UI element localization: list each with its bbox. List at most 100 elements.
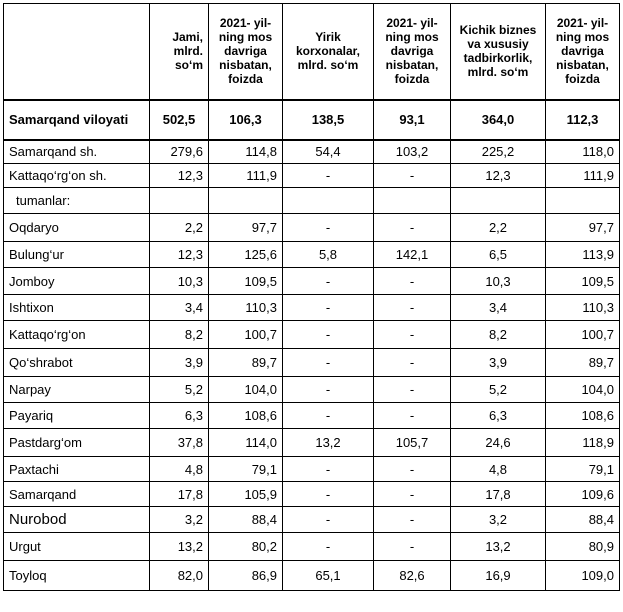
table-cell: 80,2 [208,532,283,561]
table-cell: 225,2 [450,139,546,164]
table-cell: 104,0 [208,376,283,403]
table-cell: 8,2 [149,320,209,349]
table-cell: 86,9 [208,560,283,591]
table-cell: - [373,163,451,188]
table-cell: - [282,267,374,295]
table-cell: 17,8 [149,481,209,507]
table-cell: 89,7 [208,348,283,377]
table-cell: - [282,456,374,482]
row-label: Kattaqo‘rg‘on [3,320,150,349]
table-cell: 110,3 [545,294,620,321]
table-cell: 6,3 [450,402,546,429]
table-cell: 3,2 [149,506,209,533]
table-cell: 5,8 [282,241,374,268]
table-cell: 2,2 [450,213,546,242]
table-cell: - [373,376,451,403]
table-cell: 114,8 [208,139,283,164]
table-cell: - [373,402,451,429]
table-cell: 89,7 [545,348,620,377]
table-cell [282,187,374,214]
table-row: Samarqand sh. 279,6 114,8 54,4 103,2 225,2 118… [3,139,620,164]
total-cell: 502,5 [149,99,209,141]
row-label: Ishtixon [3,294,150,321]
table-cell: 8,2 [450,320,546,349]
table-cell: - [282,402,374,429]
row-label: Oqdaryo [3,213,150,242]
row-label: Payariq [3,402,150,429]
table-cell: 100,7 [545,320,620,349]
table-row: Payariq 6,3 108,6- -6,3 108,6 [3,402,620,429]
total-row-label: Samarqand viloyati [3,99,150,141]
table-cell: 109,5 [545,267,620,295]
table-cell: 12,3 [450,163,546,188]
table-cell: - [282,532,374,561]
table-cell: 5,2 [149,376,209,403]
table-cell: 4,8 [149,456,209,482]
table-row: Toyloq 82,0 86,9 65,1 82,6 16,9 109,0 [3,560,620,591]
table-cell: 17,8 [450,481,546,507]
header-row: Jami, mlrd. so‘m 2021- yil-ning mos davr… [3,3,620,101]
table-row: Ishtixon 3,4 110,3- -3,4 110,3 [3,294,620,321]
row-label: Pastdarg‘om [3,428,150,457]
table-cell: - [373,267,451,295]
header-cell-small-change: 2021- yil-ning mos davriga nisbatan, foi… [545,3,620,101]
table-cell: 5,2 [450,376,546,403]
table-cell: 111,9 [545,163,620,188]
table-cell: 79,1 [545,456,620,482]
table-cell: 109,0 [545,560,620,591]
table-cell: - [373,506,451,533]
table-cell: 10,3 [149,267,209,295]
table-cell: 12,3 [149,163,209,188]
table-row: Nurobod 3,2 88,4- -3,2 88,4 [3,506,620,533]
row-label: Bulung‘ur [3,241,150,268]
table-cell: 3,9 [149,348,209,377]
table-row: Jomboy 10,3 109,5- -10,3 109,5 [3,267,620,295]
total-row: Samarqand viloyati 502,5 106,3 138,5 93,… [3,99,620,141]
table-cell [450,187,546,214]
table-row: Samarqand 17,8 105,9- -17,8 109,6 [3,481,620,507]
table-cell: 3,4 [149,294,209,321]
table-cell: - [373,294,451,321]
table-cell: 109,5 [208,267,283,295]
table-cell: 118,9 [545,428,620,457]
table-row: Urgut 13,2 80,2- -13,2 80,9 [3,532,620,561]
table-cell: - [282,163,374,188]
table-cell: 82,6 [373,560,451,591]
table-cell: 97,7 [208,213,283,242]
statistics-table: Jami, mlrd. so‘m 2021- yil-ning mos davr… [3,3,620,591]
total-cell: 364,0 [450,99,546,141]
table-cell: 2,2 [149,213,209,242]
table-cell [545,187,620,214]
table-cell: 65,1 [282,560,374,591]
row-label: Paxtachi [3,456,150,482]
table-cell: - [282,294,374,321]
row-label: Jomboy [3,267,150,295]
row-label: tumanlar: [3,187,150,214]
table-cell: 105,7 [373,428,451,457]
table-cell [208,187,283,214]
total-cell: 106,3 [208,99,283,141]
header-cell-large-change: 2021- yil-ning mos davriga nisbatan, foi… [373,3,451,101]
table-cell [149,187,209,214]
table-cell: 79,1 [208,456,283,482]
table-cell: 97,7 [545,213,620,242]
table-cell: 4,8 [450,456,546,482]
row-label: Kattaqo‘rg‘on sh. [3,163,150,188]
table-cell: - [373,213,451,242]
table-row: Bulung‘ur 12,3 125,6 5,8 142,1 6,5 113,9 [3,241,620,268]
table-row: Kattaqo‘rg‘on sh. 12,3 111,9- -12,3 111,9 [3,163,620,188]
row-label: Nurobod [3,506,150,533]
row-label: Urgut [3,532,150,561]
table-row: Paxtachi 4,8 79,1- -4,8 79,1 [3,456,620,482]
header-cell-total-change: 2021- yil-ning mos davriga nisbatan, foi… [208,3,283,101]
table-cell: 110,3 [208,294,283,321]
table-row: Narpay 5,2 104,0- -5,2 104,0 [3,376,620,403]
total-cell: 112,3 [545,99,620,141]
row-label: Qo‘shrabot [3,348,150,377]
table-cell: 13,2 [149,532,209,561]
total-cell: 93,1 [373,99,451,141]
table-cell: 111,9 [208,163,283,188]
table-cell: 104,0 [545,376,620,403]
table-cell: 13,2 [282,428,374,457]
table-cell: 118,0 [545,139,620,164]
